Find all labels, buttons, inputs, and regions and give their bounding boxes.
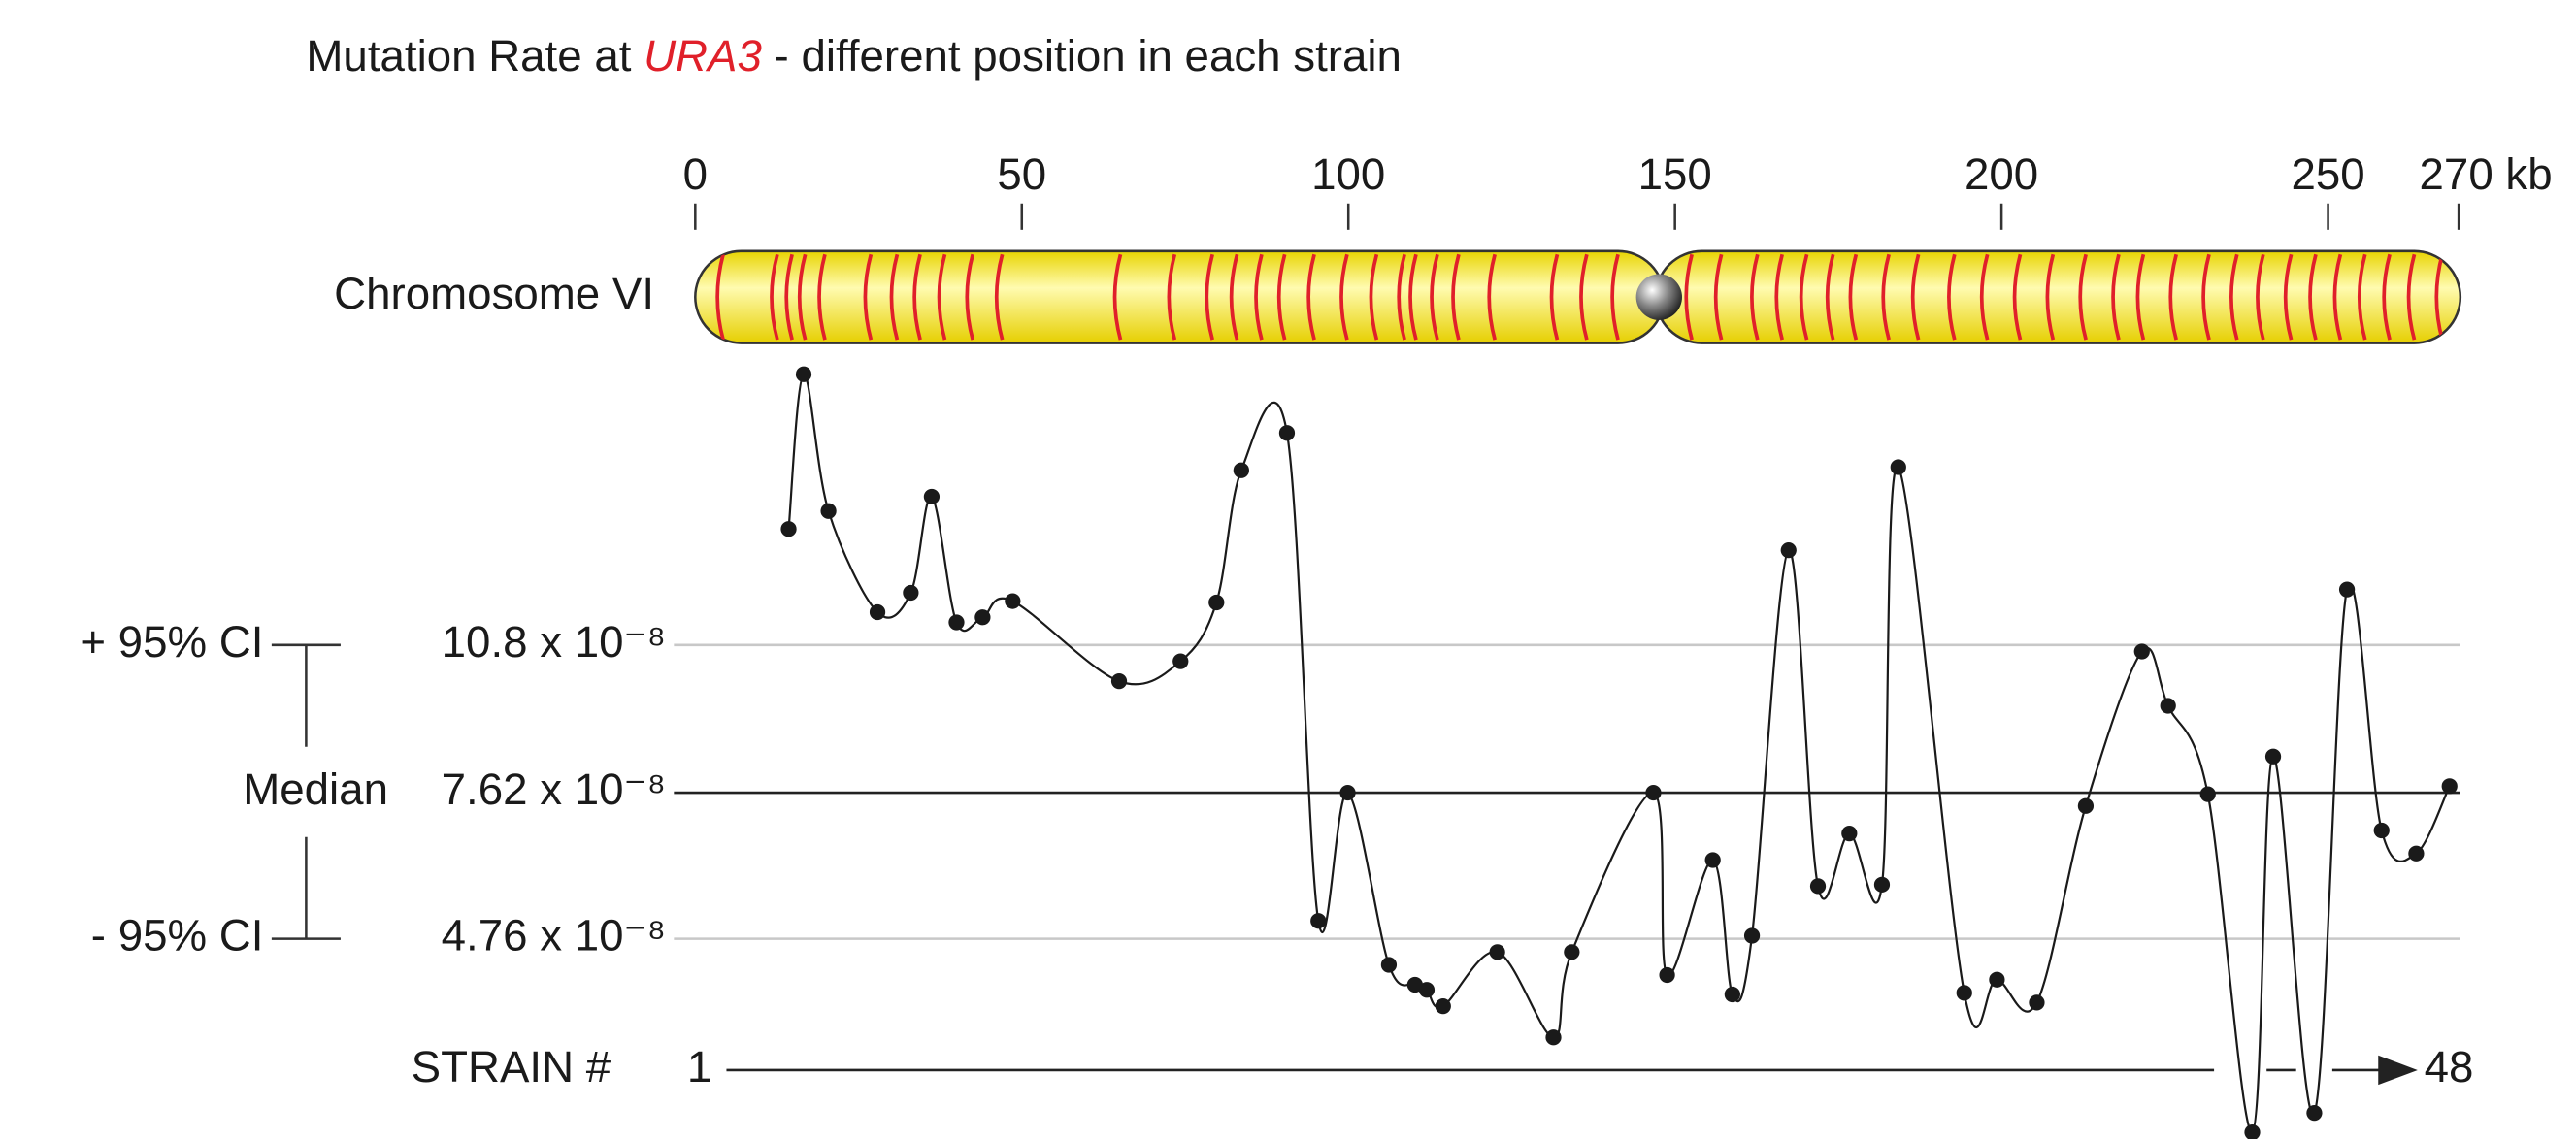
title-prefix: Mutation Rate at xyxy=(306,31,644,81)
data-point xyxy=(796,367,811,382)
data-point xyxy=(1645,785,1661,800)
x-tick-label: 270 kb xyxy=(2420,149,2553,199)
data-point xyxy=(2306,1105,2322,1121)
strain-label: STRAIN # xyxy=(412,1042,611,1091)
x-tick-label: 250 xyxy=(2291,149,2364,199)
strain-last: 48 xyxy=(2425,1042,2474,1091)
y-tick-label: 4.76 x 10⁻⁸ xyxy=(442,911,666,960)
data-point xyxy=(2244,1124,2260,1139)
data-point xyxy=(2078,798,2094,814)
chromosome xyxy=(695,251,2460,343)
data-point xyxy=(820,504,836,519)
data-point xyxy=(948,614,964,630)
data-point xyxy=(1989,972,2004,988)
data-point xyxy=(924,489,940,504)
strain-first: 1 xyxy=(687,1042,711,1091)
data-point xyxy=(1005,593,1020,608)
data-point xyxy=(1957,985,1972,1000)
chart-title: Mutation Rate at URA3 - different positi… xyxy=(306,31,1401,81)
centromere xyxy=(1636,275,1682,320)
data-point xyxy=(903,585,918,601)
x-tick-label: 0 xyxy=(683,149,708,199)
data-point xyxy=(1111,673,1127,689)
x-tick-label: 200 xyxy=(1965,149,2038,199)
data-point xyxy=(1564,944,1579,960)
data-point xyxy=(1339,785,1355,800)
data-point xyxy=(1841,826,1857,841)
data-point xyxy=(1659,967,1674,983)
data-point xyxy=(1705,852,1721,867)
data-point xyxy=(870,604,885,620)
strain-arrow xyxy=(2378,1056,2418,1085)
data-point xyxy=(2161,698,2176,713)
data-point xyxy=(1744,927,1760,943)
data-point xyxy=(780,521,796,537)
data-point xyxy=(1436,998,1451,1014)
data-point xyxy=(2200,787,2216,802)
data-point xyxy=(1725,987,1740,1002)
data-point xyxy=(1208,595,1224,610)
series-line xyxy=(789,374,2450,1133)
data-point xyxy=(2029,994,2044,1010)
data-point xyxy=(2339,582,2355,598)
y-tick-name: + 95% CI xyxy=(80,617,263,667)
title-suffix: - different position in each strain xyxy=(762,31,1402,81)
track-label: Chromosome VI xyxy=(334,269,654,318)
y-tick-name: Median xyxy=(243,765,388,814)
data-point xyxy=(1810,878,1826,894)
data-point xyxy=(1310,913,1326,928)
data-point xyxy=(2408,846,2424,862)
data-point xyxy=(1381,957,1397,972)
data-point xyxy=(2442,778,2458,794)
title-gene: URA3 xyxy=(644,31,762,81)
x-tick-label: 100 xyxy=(1311,149,1385,199)
chart: Mutation Rate at URA3 - different positi… xyxy=(0,0,2576,1139)
chromosome-arm-left xyxy=(695,251,1664,343)
data-point xyxy=(1234,463,1249,478)
data-point xyxy=(1545,1029,1561,1045)
y-tick-label: 7.62 x 10⁻⁸ xyxy=(442,765,666,814)
data-point xyxy=(2265,749,2281,765)
x-tick-label: 50 xyxy=(997,149,1046,199)
page: {"chart_data": { "type": "line", "title_… xyxy=(0,0,2576,1139)
data-point xyxy=(1891,459,1906,474)
data-point xyxy=(1279,425,1295,440)
data-point xyxy=(1781,542,1797,558)
data-point xyxy=(1490,944,1505,960)
data-point xyxy=(974,609,990,625)
data-point xyxy=(2374,823,2390,838)
data-point xyxy=(1172,653,1188,668)
data-point xyxy=(2134,643,2150,659)
y-tick-name: - 95% CI xyxy=(91,911,264,960)
x-tick-label: 150 xyxy=(1638,149,1712,199)
y-tick-label: 10.8 x 10⁻⁸ xyxy=(442,617,666,667)
data-point xyxy=(1419,982,1435,997)
data-point xyxy=(1874,877,1890,893)
